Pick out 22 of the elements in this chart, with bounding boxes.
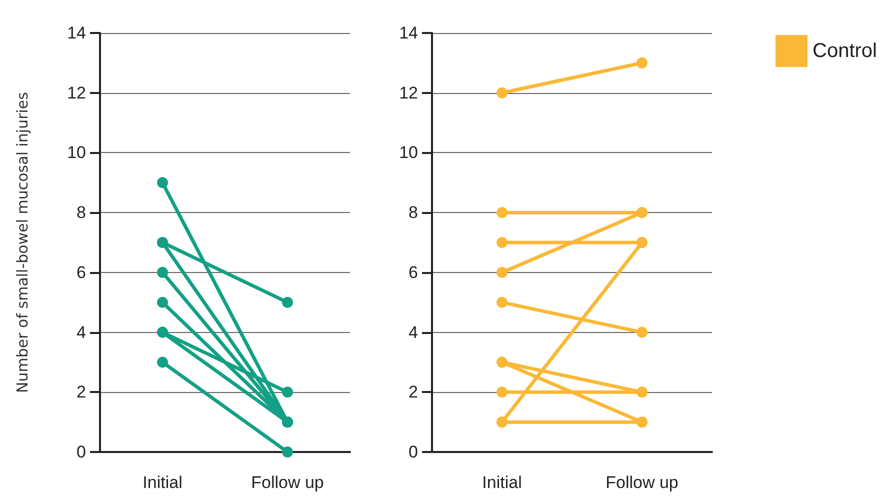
y-tick-label: 6 bbox=[76, 262, 86, 282]
x-tick-label: Initial bbox=[142, 473, 182, 492]
y-tick-label: 12 bbox=[67, 83, 86, 102]
x-tick-label: Follow up bbox=[251, 473, 324, 492]
y-tick-label: 0 bbox=[76, 442, 86, 462]
y-tick-label: 6 bbox=[408, 262, 418, 282]
y-axis-title: Number of small-bowel mucosal injuries bbox=[14, 92, 32, 393]
y-tick-label: 8 bbox=[408, 203, 418, 222]
y-tick-label: 4 bbox=[408, 322, 418, 342]
y-tick-label: 4 bbox=[76, 322, 86, 342]
y-tick-label: 10 bbox=[399, 143, 418, 162]
x-tick-label: Initial bbox=[482, 473, 522, 492]
y-tick-label: 2 bbox=[76, 382, 86, 402]
y-tick-label: 2 bbox=[408, 382, 418, 402]
legend-label: Control bbox=[812, 40, 878, 62]
y-tick-label: 14 bbox=[399, 24, 418, 42]
y-tick-label: 8 bbox=[76, 203, 86, 222]
y-tick-label: 0 bbox=[408, 442, 418, 462]
y-tick-label: 12 bbox=[399, 83, 418, 102]
y-tick-label: 10 bbox=[67, 143, 86, 162]
x-tick-label: Follow up bbox=[606, 473, 678, 492]
y-tick-label: 14 bbox=[67, 24, 86, 42]
